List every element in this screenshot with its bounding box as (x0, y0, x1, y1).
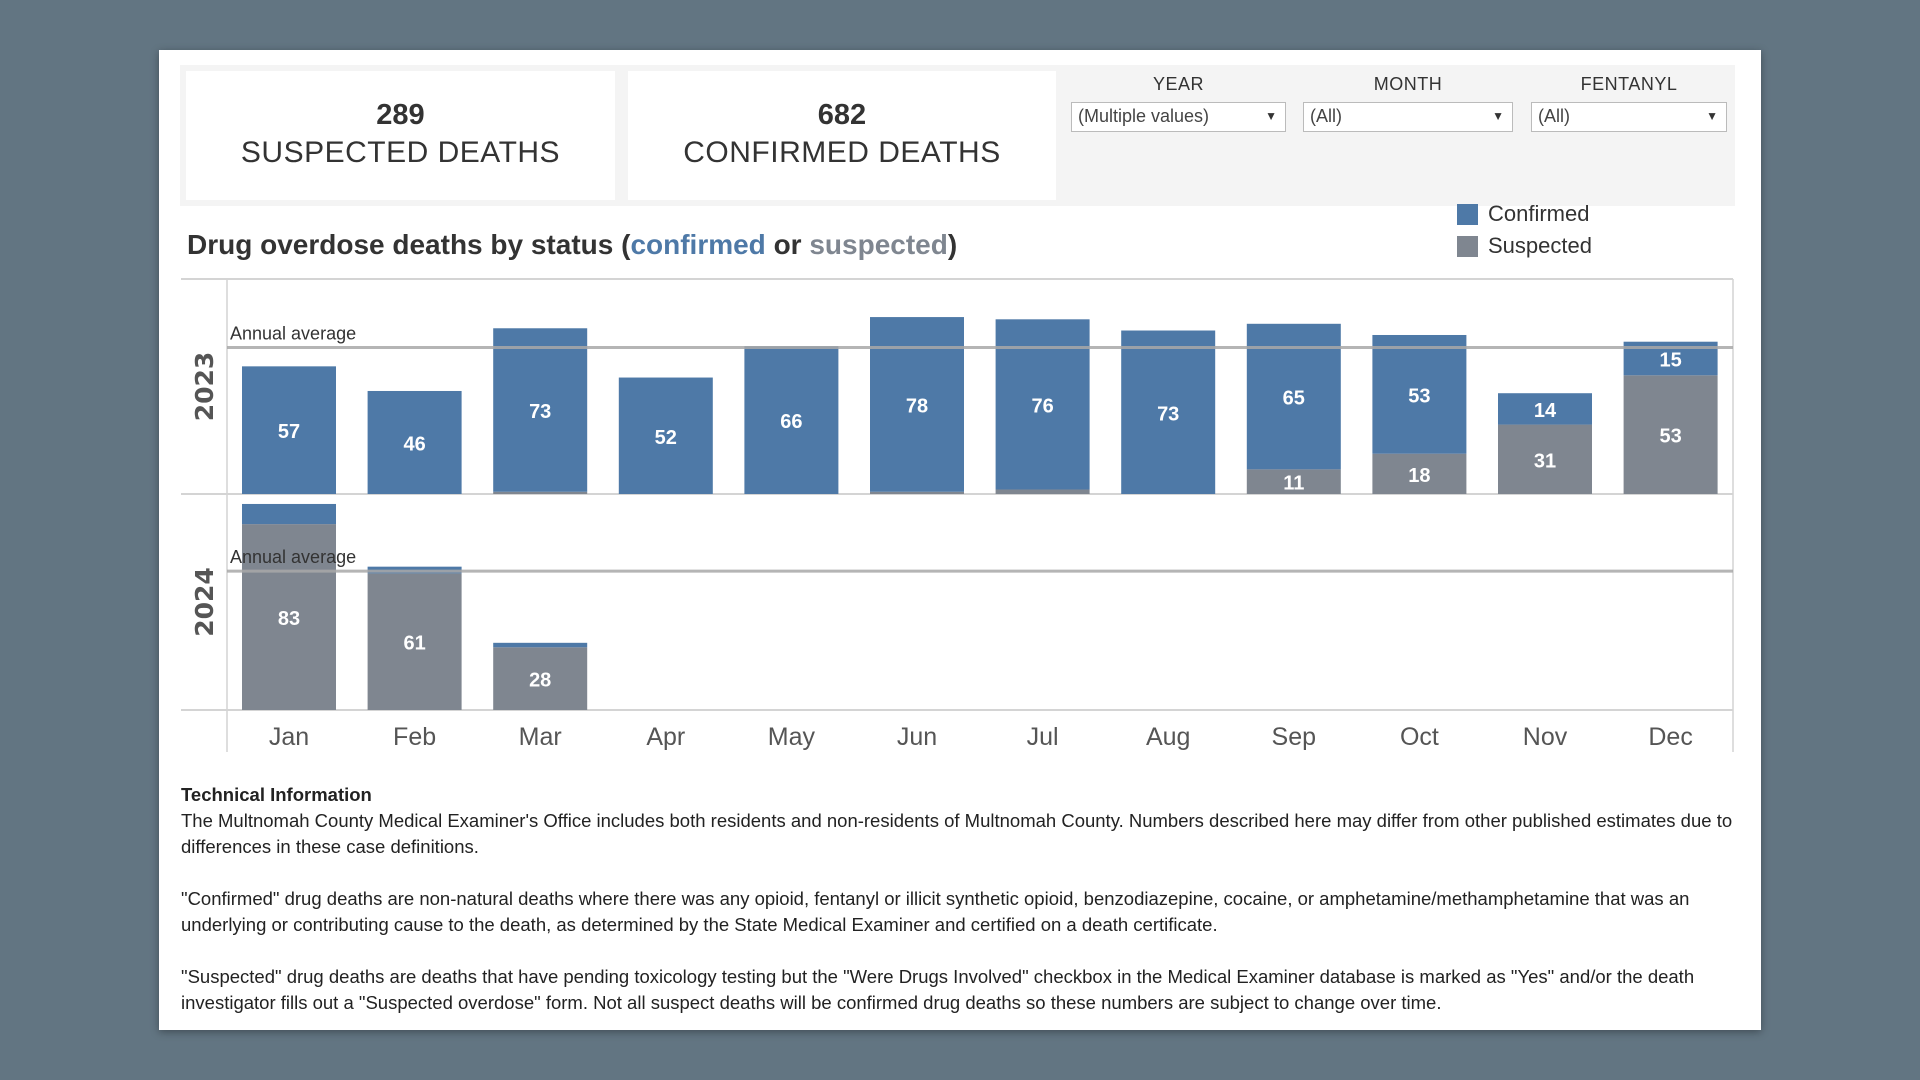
year-filter-dropdown[interactable]: (Multiple values) ▼ (1071, 102, 1286, 132)
month-tick-label: Oct (1400, 723, 1439, 751)
month-filter-label: MONTH (1373, 74, 1443, 94)
bar-confirmed (1121, 330, 1216, 494)
month-tick-label: Sep (1272, 723, 1316, 751)
kpi-value: 289 (376, 99, 425, 131)
kpi-label: CONFIRMED DEATHS (683, 136, 1001, 169)
data-label-confirmed: 66 (780, 411, 802, 433)
bar-confirmed (744, 346, 839, 494)
bar-suspected (242, 524, 336, 710)
data-label-confirmed: 46 (403, 433, 425, 455)
tech-heading: Technical Information (181, 784, 372, 805)
bar-confirmed (618, 377, 713, 494)
month-tick-label: Mar (519, 723, 562, 751)
month-tick-label: Dec (1648, 723, 1692, 751)
caret-down-icon: ▼ (1492, 109, 1504, 123)
month-filter-dropdown[interactable]: (All) ▼ (1303, 102, 1513, 132)
legend-item-confirmed[interactable]: Confirmed (1457, 201, 1589, 227)
dashboard-card (159, 50, 1761, 1030)
data-label-confirmed: 53 (1408, 385, 1430, 407)
bar-confirmed (493, 328, 588, 492)
legend-swatch (1457, 235, 1478, 257)
year-label: 2023 (190, 352, 219, 422)
month-tick-label: Feb (393, 723, 436, 751)
legend-swatch (1457, 203, 1478, 225)
kpi-suspected: 289 SUSPECTED DEATHS (186, 71, 615, 200)
data-label-confirmed: 78 (906, 395, 928, 417)
bar-confirmed (1372, 334, 1467, 454)
month-tick-label: May (768, 723, 816, 751)
title-suspected: suspected (809, 229, 948, 260)
data-label-confirmed: 15 (1659, 350, 1681, 372)
month-tick-label: Jan (269, 723, 309, 751)
kpi-value: 682 (817, 99, 867, 131)
bar-suspected (1372, 453, 1467, 494)
month-tick-label: Nov (1523, 723, 1568, 751)
title-text: ) (947, 229, 958, 260)
bar-suspected (493, 647, 588, 710)
bar-suspected (1623, 375, 1718, 494)
month-tick-label: Jun (897, 723, 937, 751)
dropdown-value: (All) (1538, 106, 1570, 126)
tech-paragraph: "Confirmed" drug deaths are non-natural … (181, 888, 1690, 935)
data-label-confirmed: 14 (1534, 400, 1557, 422)
caret-down-icon: ▼ (1706, 109, 1718, 123)
data-label-suspected: 53 (1659, 426, 1681, 448)
kpi-label: SUSPECTED DEATHS (240, 136, 561, 169)
year-label: 2024 (190, 567, 219, 637)
technical-information: Technical Information The Multnomah Coun… (181, 782, 1741, 1042)
month-tick-label: Jul (1027, 723, 1059, 751)
caret-down-icon: ▼ (1265, 109, 1277, 123)
kpi-confirmed: 682 CONFIRMED DEATHS (628, 71, 1056, 200)
legend-item-suspected[interactable]: Suspected (1457, 233, 1592, 259)
data-label-confirmed: 76 (1031, 395, 1053, 417)
month-tick-label: Aug (1146, 723, 1190, 751)
bar-suspected (995, 489, 1090, 494)
bar-suspected (1498, 424, 1592, 494)
data-label-suspected: 61 (403, 633, 425, 655)
bar-confirmed (242, 366, 336, 494)
bar-confirmed (242, 503, 336, 525)
legend-label: Suspected (1488, 233, 1592, 258)
bar-confirmed (493, 642, 588, 648)
data-label-confirmed: 65 (1283, 388, 1305, 410)
year-filter-label: YEAR (1152, 74, 1205, 94)
bar-suspected (1246, 469, 1341, 494)
bar-suspected (493, 491, 588, 494)
data-label-confirmed: 52 (655, 427, 677, 449)
bar-suspected (870, 491, 964, 494)
data-label-suspected: 18 (1408, 465, 1430, 487)
data-label-suspected: 83 (278, 608, 300, 630)
data-label-confirmed: 73 (1157, 403, 1179, 425)
data-label-suspected: 11 (1283, 473, 1304, 495)
data-label-suspected: 28 (529, 670, 551, 692)
data-label-confirmed: 73 (529, 401, 551, 423)
fentanyl-filter-dropdown[interactable]: (All) ▼ (1531, 102, 1727, 132)
tech-paragraph: The Multnomah County Medical Examiner's … (181, 810, 1733, 857)
annual-average-label: Annual average (230, 547, 356, 567)
legend-label: Confirmed (1488, 201, 1590, 226)
data-label-suspected: 31 (1534, 450, 1556, 472)
chart-title: Drug overdose deaths by status (confirme… (187, 229, 957, 261)
tech-paragraph: "Suspected" drug deaths are deaths that … (181, 966, 1695, 1013)
title-text: Drug overdose deaths by status ( (187, 229, 631, 260)
dropdown-value: (All) (1310, 106, 1342, 126)
month-tick-label: Apr (646, 723, 685, 751)
bar-confirmed (1498, 393, 1592, 425)
fentanyl-filter-label: FENTANYL (1580, 74, 1678, 94)
title-text: or (765, 229, 810, 260)
bar-suspected (367, 573, 462, 710)
annual-average-label: Annual average (230, 324, 356, 344)
bar-confirmed (367, 390, 462, 494)
data-label-confirmed: 57 (278, 421, 300, 443)
dropdown-value: (Multiple values) (1078, 106, 1210, 126)
title-confirmed: confirmed (630, 229, 766, 260)
